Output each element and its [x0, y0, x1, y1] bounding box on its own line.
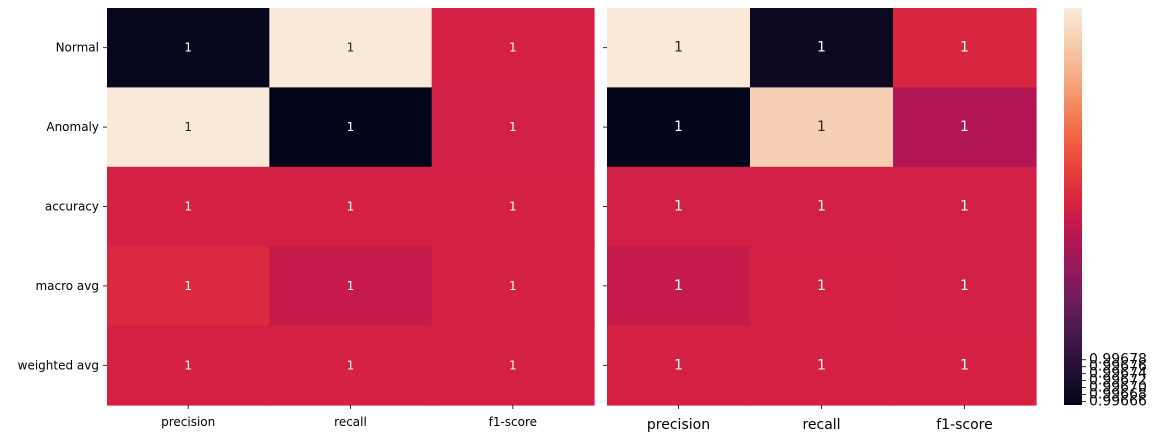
heatmap-cell: [893, 8, 1037, 88]
colorbar-tick-label: 0.99668: [1089, 387, 1147, 403]
heatmap-cell: [750, 166, 894, 247]
heatmap-cell: [750, 246, 894, 327]
heatmap-cell: [431, 325, 595, 406]
cell-annotation: 1: [817, 357, 826, 373]
heatmap-cell: [107, 87, 270, 168]
right-heatmap: 1 1 1 1 1 1 1 1 1 1 1 1 1 1 1 precision recall f1-score: [603, 8, 1037, 433]
cell-annotation: 1: [509, 200, 517, 214]
cell-annotation: 1: [347, 41, 355, 55]
heatmap-cell: [431, 8, 595, 88]
column-label: f1-score: [936, 417, 993, 433]
colorbar: 0.996660.996680.996700.996720.996740.996…: [1064, 8, 1147, 410]
heatmap-cell: [893, 87, 1037, 168]
heatmap-cell: [107, 8, 270, 88]
cell-annotation: 1: [960, 278, 969, 294]
heatmap-cell: [269, 325, 433, 406]
heatmap-cell: [269, 246, 433, 327]
cell-annotation: 1: [674, 357, 683, 373]
cell-annotation: 1: [347, 120, 355, 134]
heatmap-cell: [107, 166, 270, 247]
column-label: recall: [334, 415, 367, 429]
cell-annotation: 1: [347, 200, 355, 214]
heatmap-cell: [893, 325, 1037, 406]
heatmap-cell: [107, 246, 270, 327]
cell-annotation: 1: [509, 41, 517, 55]
column-label: precision: [647, 417, 710, 433]
heatmap-cell: [893, 166, 1037, 247]
colorbar-gradient: [1064, 8, 1082, 405]
cell-annotation: 1: [960, 119, 969, 135]
cell-annotation: 1: [960, 40, 969, 56]
cell-annotation: 1: [509, 120, 517, 134]
row-label: Normal: [56, 41, 99, 55]
cell-annotation: 1: [184, 120, 192, 134]
colorbar-tick-label: 0.99678: [1089, 352, 1147, 368]
cell-annotation: 1: [674, 40, 683, 56]
cell-annotation: 1: [817, 40, 826, 56]
cell-annotation: 1: [817, 199, 826, 215]
colorbar-tick-label: 0.99670: [1089, 380, 1147, 396]
cell-annotation: 1: [347, 279, 355, 293]
row-label: weighted avg: [18, 358, 99, 372]
column-label: recall: [802, 417, 840, 433]
heatmap-cell: [607, 8, 751, 88]
row-label: Anomaly: [46, 120, 99, 134]
colorbar-tick-label: 0.99666: [1089, 394, 1147, 410]
heatmap-cell: [750, 8, 894, 88]
cell-annotation: 1: [674, 199, 683, 215]
cell-annotation: 1: [184, 358, 192, 372]
heatmap-cell: [431, 166, 595, 247]
heatmap-cell: [607, 166, 751, 247]
cell-annotation: 1: [960, 199, 969, 215]
heatmap-cell: [269, 87, 433, 168]
heatmap-cell: [607, 87, 751, 168]
heatmap-cell: [750, 325, 894, 406]
cell-annotation: 1: [509, 279, 517, 293]
heatmap-cell: [269, 8, 433, 88]
heatmap-cell: [607, 246, 751, 327]
heatmap-cell: [431, 246, 595, 327]
cell-annotation: 1: [674, 278, 683, 294]
cell-annotation: 1: [347, 358, 355, 372]
cell-annotation: 1: [817, 119, 826, 135]
row-label: accuracy: [45, 200, 99, 214]
cell-annotation: 1: [817, 278, 826, 294]
cell-annotation: 1: [509, 358, 517, 372]
left-heatmap: 1 1 1 1 1 1 1 1 1 1 1 1 1 1 1 Normal Anomaly accuracy macr…: [18, 8, 595, 429]
cell-annotation: 1: [184, 41, 192, 55]
colorbar-tick-label: 0.99676: [1089, 359, 1147, 375]
heatmap-cell: [607, 325, 751, 406]
heatmap-cell: [269, 166, 433, 247]
cell-annotation: 1: [184, 200, 192, 214]
cell-annotation: 1: [184, 279, 192, 293]
cell-annotation: 1: [960, 357, 969, 373]
row-label: macro avg: [35, 279, 99, 293]
heatmap-cell: [107, 325, 270, 406]
heatmap-cell: [431, 87, 595, 168]
colorbar-tick-label: 0.99674: [1089, 366, 1147, 382]
colorbar-tick-label: 0.99672: [1089, 373, 1147, 389]
cell-annotation: 1: [674, 119, 683, 135]
heatmap-cell: [893, 246, 1037, 327]
heatmap-cell: [750, 87, 894, 168]
column-label: f1-score: [489, 415, 537, 429]
column-label: precision: [161, 415, 215, 429]
